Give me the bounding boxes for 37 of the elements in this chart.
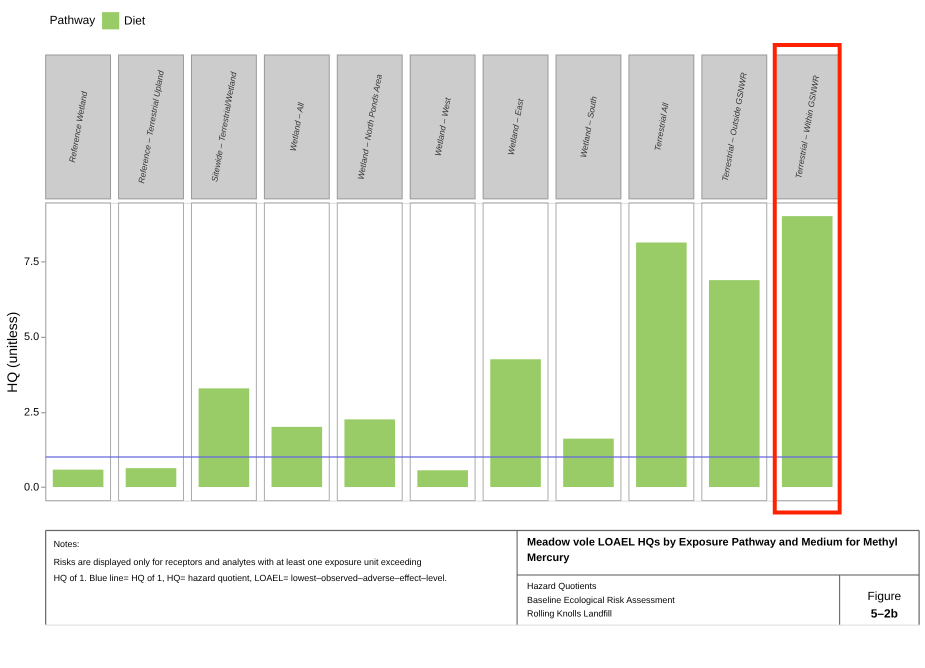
y-tick-label: 2.5 [24,406,40,418]
text: Notes: [54,539,80,550]
text: Rolling Knolls Landfill [527,608,612,619]
bar [126,468,176,488]
x-tick-label: Wetland – All [288,100,306,152]
text: 5–2b [870,606,898,621]
bar [344,419,396,488]
text: Hazard Quotients [527,580,597,591]
y-tick-label: 5.0 [24,331,40,344]
bar [198,388,250,488]
legend-label: Diet [124,14,146,28]
bar [52,470,104,488]
y-tick-label: 7.5 [24,256,40,268]
text: Meadow vole LOAEL HQs by Exposure Pathway and Medium for Methyl Mercury [527,536,898,564]
x-tick-label: Reference – Terrestrial Upland [136,69,166,184]
x-tick-label: Wetland – West [432,96,453,157]
x-tick-label: Terrestrial – Outside GSNWR [720,72,749,182]
x-tick-label: Terrestrial All [652,101,671,152]
x-tick-label: Wetland – South [578,95,599,158]
bar [490,359,541,488]
bar [563,438,614,488]
y-axis-title: HQ (unitless) [4,312,20,393]
x-tick-label: Wetland – East [506,97,526,156]
bar [708,280,760,488]
text: Risks are displayed only for receptors and analytes with at least one exposure unit exceeding [54,557,422,568]
text: Baseline Ecological Risk Assessment [527,594,676,605]
y-tick-label: 0.0 [24,482,40,494]
legend-title: Pathway [50,13,96,28]
bar [636,242,687,488]
text: Figure [867,588,902,603]
x-tick-label: Terrestrial – Within GSNWR [793,74,822,180]
x-tick-label: Wetland – North Ponds Area [356,73,384,180]
bar [782,216,833,488]
text: HQ of 1. Blue line= HQ of 1, HQ= hazard quotient, LOAEL= lowest–observed–adverse–effect–level. [54,572,447,583]
bar [417,470,468,488]
x-tick-label: Reference Wetland [66,90,90,164]
bar [272,426,322,488]
